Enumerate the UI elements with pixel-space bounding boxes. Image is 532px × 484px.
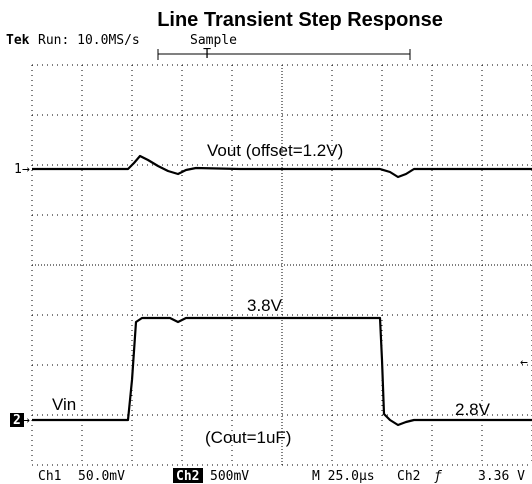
ch1-arrow: → [22,162,30,177]
graticule [31,64,532,466]
footer-trigger-source: Ch2 [397,469,420,484]
footer-trigger-level: 3.36 V [478,469,525,484]
record-bracket [157,49,411,60]
ch1-trace [32,154,532,179]
ch2-marker-box [10,413,24,427]
footer-ch1-scale: 50.0mV [78,469,125,484]
trigger-marker: T [203,47,211,62]
brand: Tek [6,33,30,48]
footer-ch2-scale: 500mV [210,469,249,484]
footer-ch2: Ch2 [176,469,199,484]
vin-label: Vin [52,395,76,414]
footer-trigger-slope: ƒ [434,469,442,484]
high-label: 3.8V [247,296,283,315]
ch2-marker: 2 [13,413,21,428]
status: Run: 10.0MS/s [38,33,140,48]
cout-label: (Cout=1uF) [205,428,291,447]
trigger-level-arrow: ← [520,355,528,370]
vout-label: Vout (offset=1.2V) [207,141,343,160]
footer-ch2-box [173,468,203,483]
ch2-trace [32,316,532,427]
ch1-marker: 1 [14,162,22,177]
title: Line Transient Step Response [157,9,443,31]
footer-timebase: M 25.0μs [312,469,375,484]
low-label: 2.8V [455,400,491,419]
mode: Sample [190,33,237,48]
footer-ch1: Ch1 [38,469,61,484]
ch2-arrow: → [22,413,30,428]
